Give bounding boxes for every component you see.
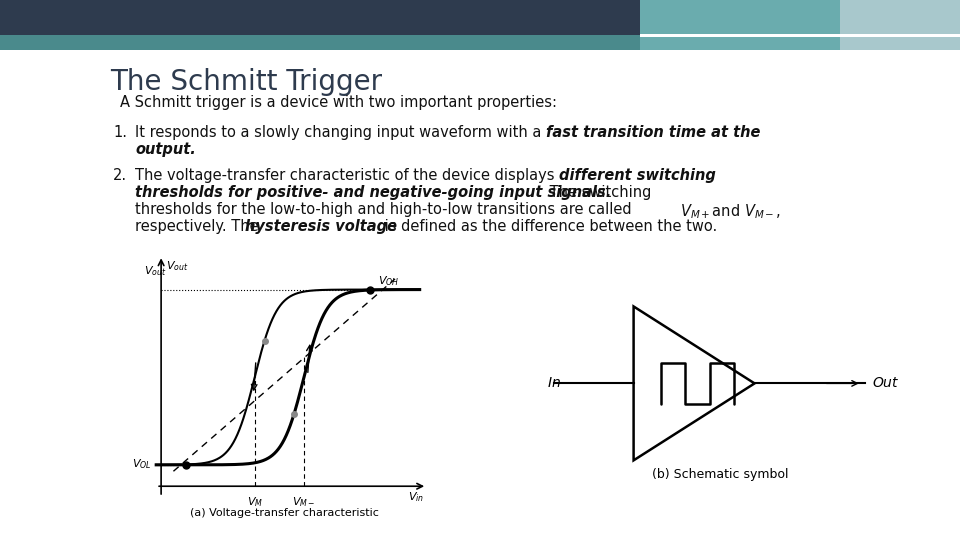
Text: (b) Schematic symbol: (b) Schematic symbol: [652, 468, 788, 481]
Text: is defined as the difference between the two.: is defined as the difference between the…: [380, 219, 717, 234]
Bar: [640, 0, 840, 35]
Text: $\mathit{In}$: $\mathit{In}$: [547, 376, 562, 390]
Bar: [0, 35, 640, 50]
Text: A Schmitt trigger is a device with two important properties:: A Schmitt trigger is a device with two i…: [120, 95, 557, 110]
Text: 1.: 1.: [113, 125, 127, 140]
Text: It responds to a slowly changing input waveform with a: It responds to a slowly changing input w…: [135, 125, 546, 140]
Text: hysteresis voltage: hysteresis voltage: [245, 219, 397, 234]
Bar: [640, 34, 960, 37]
Text: different switching: different switching: [559, 168, 716, 183]
Bar: [0, 0, 960, 35]
Text: thresholds for the low-to-high and high-to-low transitions are called: thresholds for the low-to-high and high-…: [135, 202, 636, 217]
Text: $V_{M-}$: $V_{M-}$: [292, 495, 316, 509]
Text: fast transition time at the: fast transition time at the: [546, 125, 760, 140]
Text: $V_{out}$: $V_{out}$: [166, 260, 188, 273]
Text: $V_{OH}$: $V_{OH}$: [378, 274, 399, 288]
Text: $\mathit{Out}$: $\mathit{Out}$: [872, 376, 900, 390]
Bar: [840, 0, 960, 35]
Text: $V_{OL}$: $V_{OL}$: [132, 457, 152, 471]
Text: The switching: The switching: [545, 185, 652, 200]
Text: $V_M$: $V_M$: [247, 495, 263, 509]
Text: (a) Voltage-transfer characteristic: (a) Voltage-transfer characteristic: [190, 508, 378, 518]
Text: $V_{out}$: $V_{out}$: [144, 264, 166, 278]
Bar: [840, 35, 960, 50]
Text: $V_{M+}$and $V_{M-}$,: $V_{M+}$and $V_{M-}$,: [680, 202, 781, 221]
Text: thresholds for positive- and negative-going input signals.: thresholds for positive- and negative-go…: [135, 185, 612, 200]
Text: respectively. The: respectively. The: [135, 219, 263, 234]
Text: output.: output.: [135, 142, 196, 157]
Text: 2.: 2.: [113, 168, 127, 183]
Bar: [640, 35, 840, 50]
Text: The Schmitt Trigger: The Schmitt Trigger: [110, 68, 382, 96]
Text: $V_{in}$: $V_{in}$: [408, 490, 424, 504]
Text: The voltage-transfer characteristic of the device displays: The voltage-transfer characteristic of t…: [135, 168, 559, 183]
